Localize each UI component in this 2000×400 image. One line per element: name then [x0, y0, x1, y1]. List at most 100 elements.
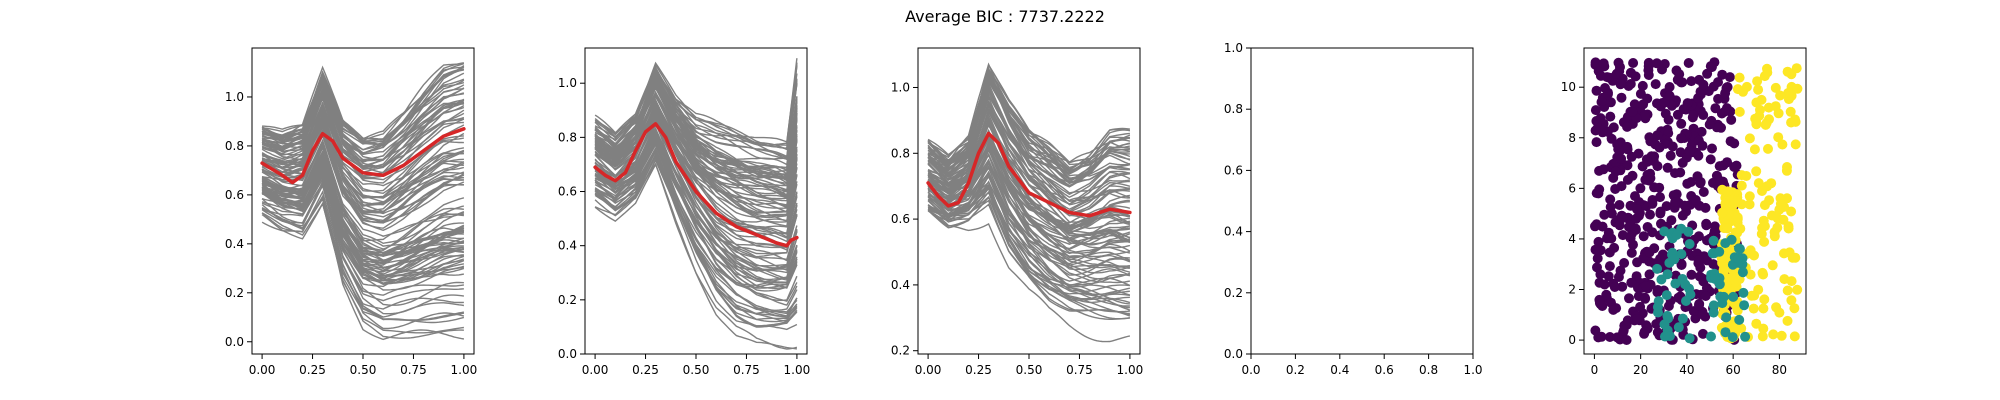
scatter-point — [1652, 161, 1663, 172]
scatter-point — [1737, 267, 1748, 278]
scatter-point — [1694, 300, 1704, 311]
y-tick-label: 4 — [1568, 232, 1576, 246]
x-tick-label: 0.4 — [1330, 363, 1349, 377]
scatter-point — [1772, 222, 1783, 233]
sample-curve — [261, 120, 464, 223]
y-tick-label: 0.2 — [1224, 286, 1243, 300]
scatter-point — [1698, 328, 1708, 339]
scatter-point — [1785, 106, 1796, 117]
scatter-point — [1637, 80, 1648, 91]
scatter-point — [1719, 262, 1730, 273]
scatter-point — [1693, 150, 1704, 161]
scatter-point — [1708, 307, 1719, 318]
scatter-point — [1700, 291, 1711, 301]
sample-curve — [594, 158, 798, 328]
scatter-point — [1755, 104, 1765, 115]
scatter-point — [1778, 214, 1789, 225]
sample-curve — [261, 101, 465, 177]
scatter-point — [1782, 285, 1793, 296]
scatter-point — [1787, 252, 1798, 263]
scatter-point — [1606, 233, 1617, 244]
scatter-point — [1763, 143, 1773, 154]
scatter-point — [1677, 210, 1688, 221]
sample-curve — [261, 82, 465, 161]
scatter-point — [1605, 202, 1616, 212]
sample-curve — [594, 82, 798, 180]
sample-curve — [594, 66, 798, 158]
scatter-point — [1676, 260, 1687, 270]
scatter-point — [1593, 188, 1604, 199]
x-tick-label: 1.0 — [1463, 363, 1482, 377]
y-tick-label: 0.8 — [1224, 102, 1243, 116]
sample-curve — [261, 117, 464, 213]
scatter-point — [1734, 72, 1745, 83]
scatter-point — [1618, 325, 1629, 336]
scatter-point — [1671, 229, 1682, 240]
x-tick-label: 0.00 — [915, 363, 942, 377]
scatter-point — [1775, 90, 1786, 101]
sample-curve — [261, 168, 464, 285]
plot-area — [926, 62, 1132, 343]
subplot-grid: 0.00 0.25 0.50 0.75 1.000.00.20.40.60.81.00.… — [225, 41, 1807, 377]
scatter-point — [1608, 304, 1619, 315]
sample-curve — [927, 181, 1130, 305]
sample-curve — [261, 62, 465, 140]
scatter-point — [1720, 327, 1731, 338]
x-tick-label: 0.75 — [733, 363, 760, 377]
scatter-point — [1753, 178, 1764, 189]
scatter-point — [1792, 83, 1803, 94]
scatter-point — [1652, 287, 1663, 298]
plot-area — [260, 62, 466, 341]
scatter-point — [1722, 223, 1733, 234]
y-tick-label: 0.6 — [558, 185, 577, 199]
scatter-point — [1738, 287, 1749, 298]
scatter-point — [1679, 200, 1690, 211]
scatter-point — [1756, 94, 1767, 105]
scatter-point — [1696, 309, 1707, 320]
scatter-point — [1678, 104, 1689, 115]
scatter-point — [1744, 191, 1755, 202]
scatter-point — [1652, 130, 1663, 141]
sample-curve — [261, 106, 465, 181]
sample-curve — [927, 89, 1131, 199]
scatter-point — [1617, 213, 1628, 223]
scatter-point — [1622, 174, 1633, 185]
sample-curve — [261, 129, 465, 218]
y-tick-label: 0.8 — [558, 130, 577, 144]
y-tick-label: 0.6 — [225, 188, 244, 202]
y-tick-label: 0 — [1568, 333, 1576, 347]
figure-suptitle: Average BIC : 7737.2222 — [905, 7, 1105, 26]
scatter-point — [1625, 79, 1636, 89]
scatter-point — [1617, 281, 1628, 292]
scatter-point — [1643, 175, 1654, 186]
sample-curve — [261, 197, 465, 341]
scatter-point — [1790, 139, 1801, 150]
scatter-point — [1665, 150, 1676, 161]
x-tick-label: 1.00 — [784, 363, 811, 377]
scatter-point — [1663, 301, 1674, 311]
scatter-point — [1590, 325, 1601, 336]
sample-curve — [261, 195, 465, 322]
scatter-point — [1751, 318, 1762, 329]
scatter-point — [1749, 250, 1759, 261]
cluster-3 — [1652, 223, 1751, 344]
scatter-point — [1605, 111, 1616, 122]
scatter-point — [1619, 258, 1630, 268]
scatter-point — [1626, 151, 1637, 162]
scatter-point — [1622, 121, 1633, 132]
scatter-point — [1659, 226, 1670, 237]
scatter-point — [1767, 260, 1778, 271]
scatter-point — [1604, 247, 1615, 258]
sample-curve — [261, 68, 464, 147]
scatter-point — [1701, 283, 1712, 293]
plot-area — [593, 58, 799, 350]
scatter-point — [1613, 57, 1624, 68]
scatter-point — [1708, 300, 1719, 311]
scatter-point — [1706, 62, 1717, 73]
scatter-point — [1666, 215, 1677, 226]
scatter-point — [1686, 76, 1697, 87]
y-tick-label: 0.6 — [891, 212, 910, 226]
y-tick-label: 10 — [1561, 80, 1576, 94]
scatter-point — [1602, 89, 1613, 100]
scatter-point — [1659, 319, 1670, 330]
